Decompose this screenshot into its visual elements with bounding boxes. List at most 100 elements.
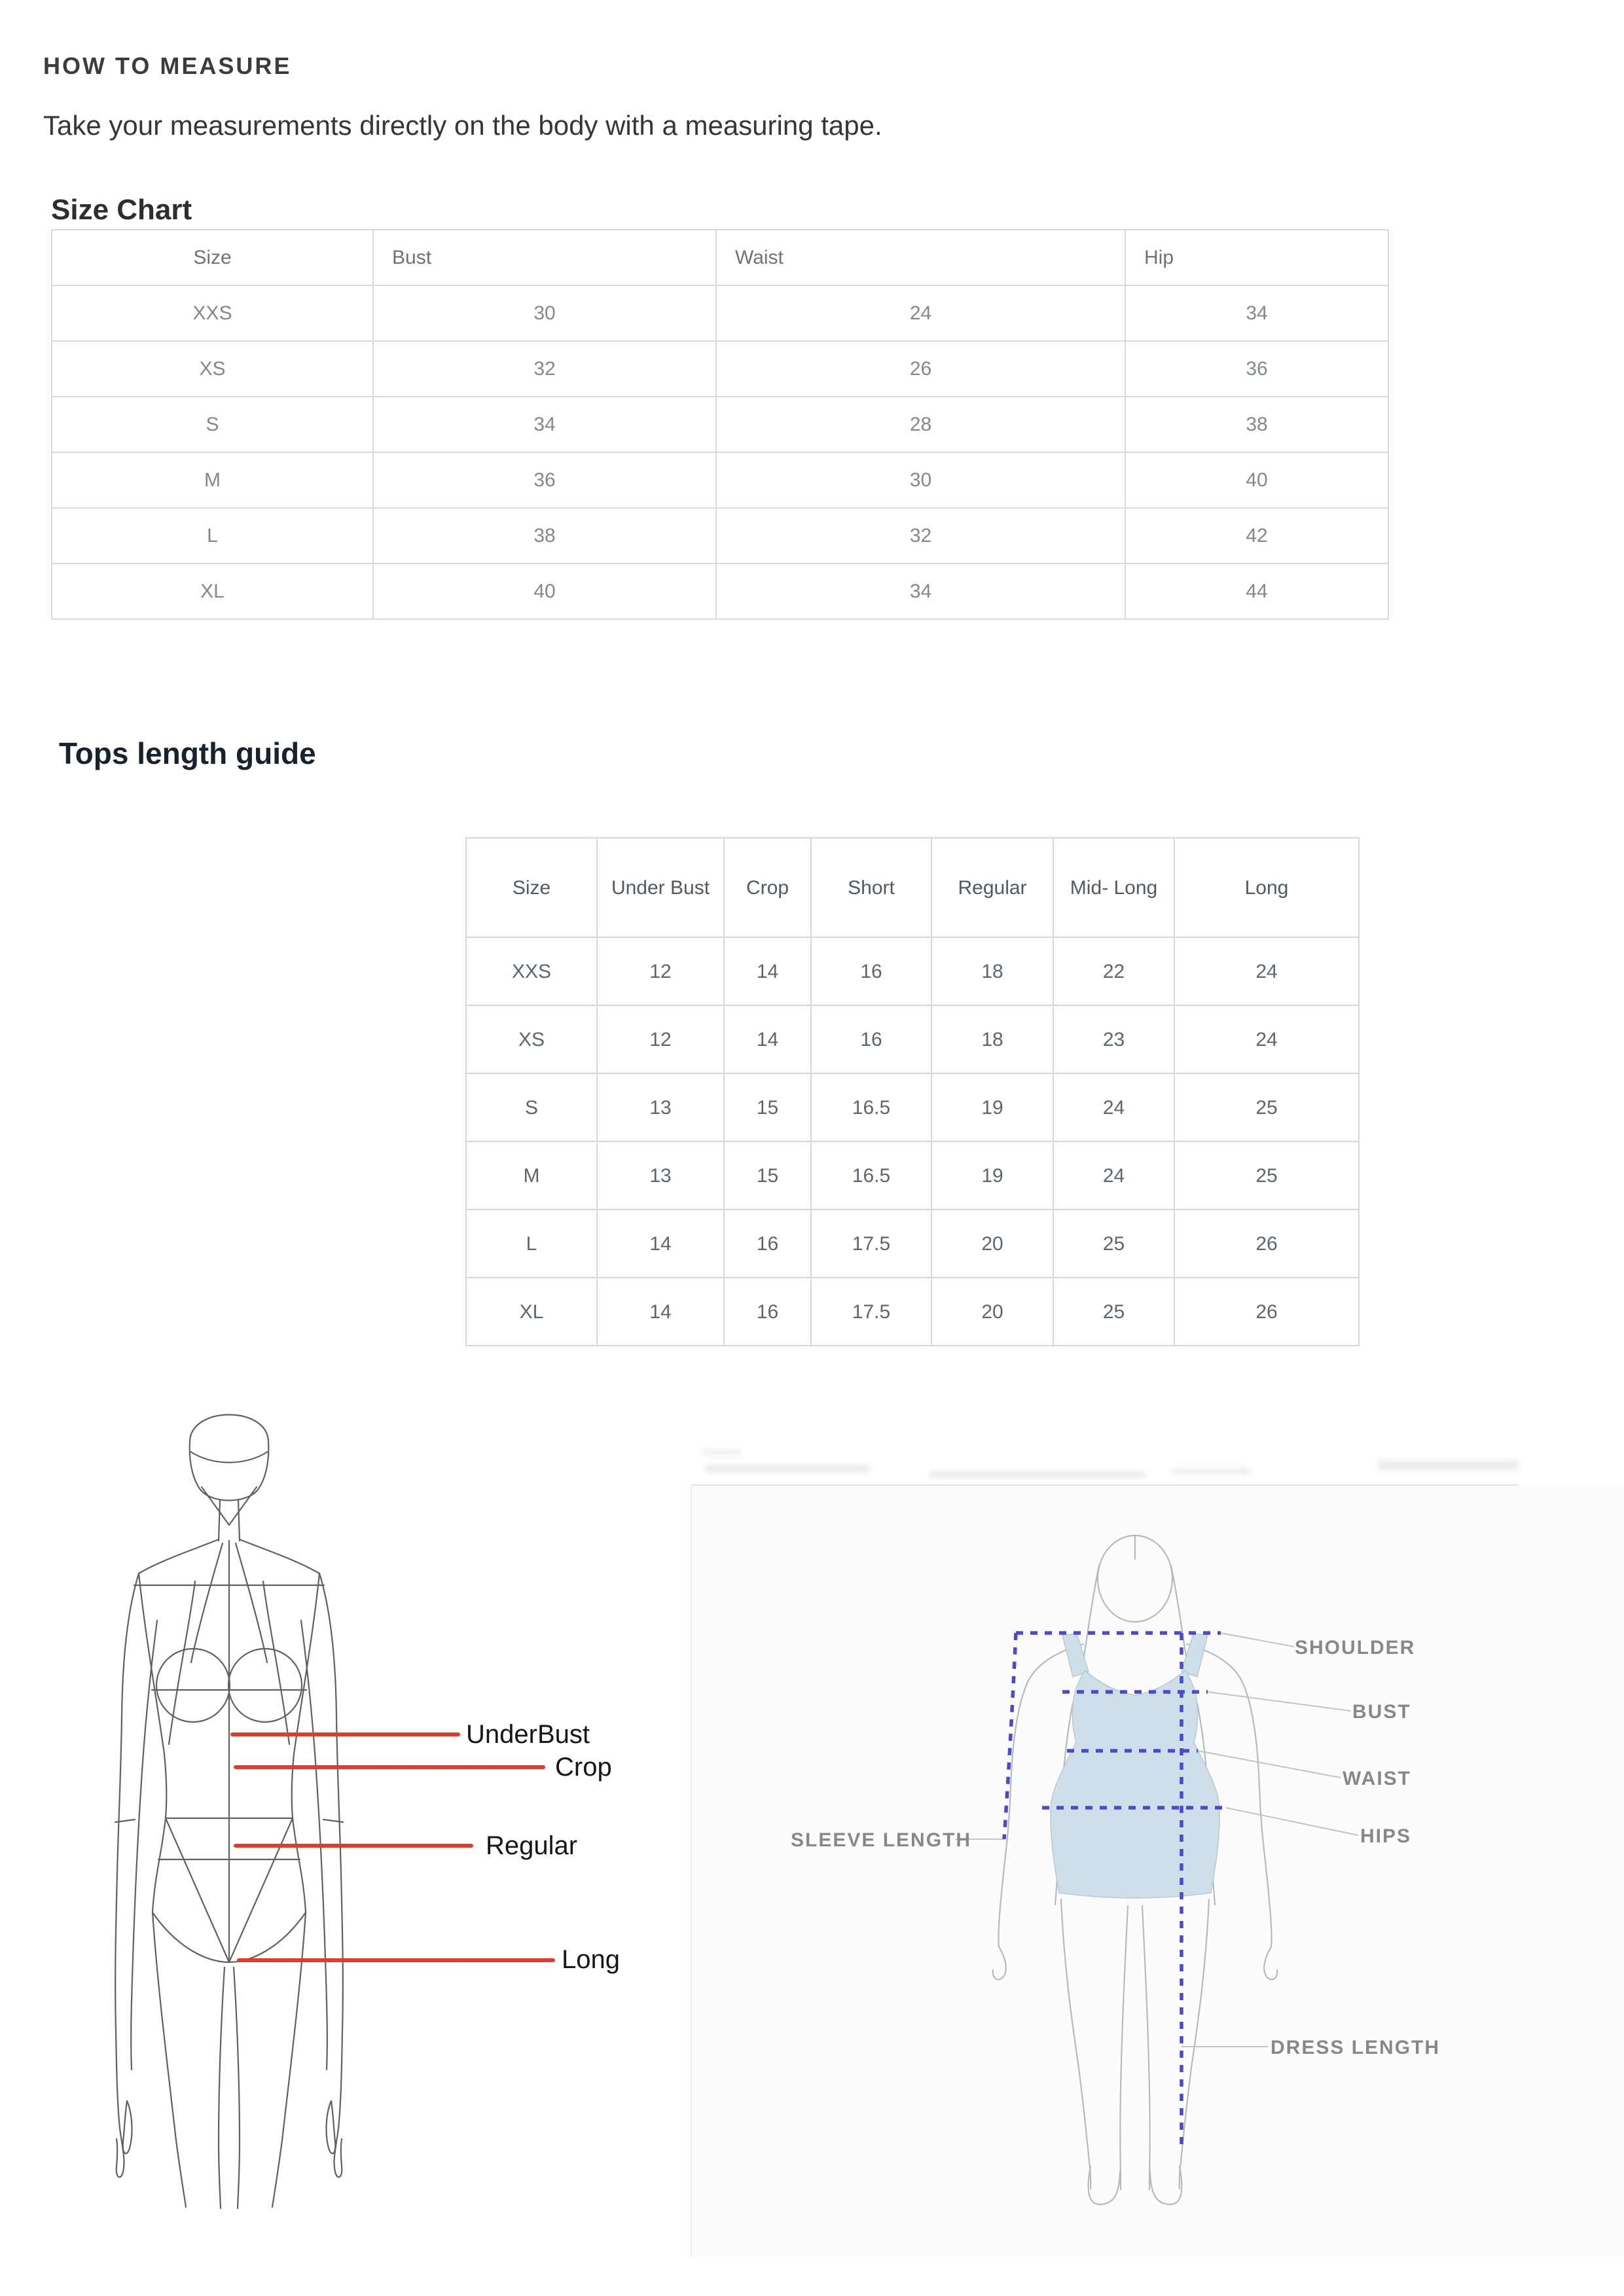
size-chart-heading: Size Chart <box>51 194 192 226</box>
regular-label: Regular <box>486 1831 578 1860</box>
table-header-row: Size Bust Waist Hip <box>51 229 1389 286</box>
cell-short: 17.5 <box>810 1209 932 1278</box>
cell-short: 16 <box>810 937 932 1006</box>
cell-size: XXS <box>51 285 374 342</box>
cell-size: M <box>51 452 374 509</box>
cell-regular: 20 <box>931 1277 1054 1346</box>
cell-bust: 36 <box>372 452 717 509</box>
cell-under-bust: 12 <box>596 937 725 1006</box>
cell-size: XL <box>465 1277 598 1346</box>
cell-mid-long: 22 <box>1053 937 1175 1006</box>
faded-text-artifact <box>1172 1469 1250 1474</box>
dress-shape <box>1050 1633 1220 1899</box>
cell-regular: 18 <box>931 937 1054 1006</box>
leader-lines <box>956 1632 1359 2047</box>
dress-measurement-diagram <box>956 1534 1359 2206</box>
cell-regular: 18 <box>931 1005 1054 1074</box>
cell-size: XS <box>51 340 374 397</box>
hips-label: HIPS <box>1360 1825 1412 1847</box>
col-header-under-bust: Under Bust <box>596 837 725 938</box>
cell-bust: 30 <box>372 285 717 342</box>
cell-under-bust: 13 <box>596 1141 725 1210</box>
cell-regular: 19 <box>931 1073 1054 1142</box>
col-header-bust: Bust <box>372 229 717 286</box>
tops-length-diagram <box>114 1414 555 2210</box>
cell-hip: 42 <box>1125 507 1389 564</box>
cell-bust: 38 <box>372 507 717 564</box>
cell-long: 26 <box>1174 1209 1360 1278</box>
cell-under-bust: 12 <box>596 1005 725 1074</box>
faded-text-artifact <box>702 1449 741 1456</box>
cell-short: 17.5 <box>810 1277 932 1346</box>
panel-left-border <box>691 1484 692 2257</box>
faded-text-artifact <box>929 1471 1146 1478</box>
page-title: HOW TO MEASURE <box>43 52 292 79</box>
body-sketch <box>114 1414 344 2210</box>
cell-mid-long: 25 <box>1053 1277 1175 1346</box>
cell-long: 25 <box>1174 1073 1360 1142</box>
table-row: XXS 12 14 16 18 22 24 <box>465 937 1360 1006</box>
cell-short: 16.5 <box>810 1141 932 1210</box>
col-header-regular: Regular <box>931 837 1054 938</box>
col-header-short: Short <box>810 837 932 938</box>
table-row: M 36 30 40 <box>51 452 1389 509</box>
col-header-waist: Waist <box>715 229 1126 286</box>
figure-sketch <box>992 1534 1278 2206</box>
cell-size: L <box>51 507 374 564</box>
cell-size: S <box>51 396 374 453</box>
table-row: XS 32 26 36 <box>51 340 1389 397</box>
cell-size: XXS <box>465 937 598 1006</box>
cell-short: 16.5 <box>810 1073 932 1142</box>
cell-waist: 26 <box>715 340 1126 397</box>
cell-waist: 30 <box>715 452 1126 509</box>
cell-waist: 34 <box>715 563 1126 620</box>
tops-length-table: Size Under Bust Crop Short Regular Mid- … <box>465 837 1360 1346</box>
cell-long: 24 <box>1174 937 1360 1006</box>
cell-size: XL <box>51 563 374 620</box>
length-marker-lines <box>230 1732 555 1962</box>
cell-size: XS <box>465 1005 598 1074</box>
measurement-dashed-lines <box>1002 1631 1226 2150</box>
cell-mid-long: 24 <box>1053 1073 1175 1142</box>
page-subtitle: Take your measurements directly on the b… <box>43 110 882 141</box>
sleeve-length-dash <box>1002 1632 1018 1840</box>
cell-regular: 19 <box>931 1141 1054 1210</box>
cell-waist: 24 <box>715 285 1126 342</box>
long-label: Long <box>562 1945 620 1974</box>
shoulder-label: SHOULDER <box>1295 1637 1416 1659</box>
table-row: XS 12 14 16 18 23 24 <box>465 1005 1360 1074</box>
cell-hip: 44 <box>1125 563 1389 620</box>
cell-long: 24 <box>1174 1005 1360 1074</box>
table-row: XL 14 16 17.5 20 25 26 <box>465 1277 1360 1346</box>
table-row: S 34 28 38 <box>51 396 1389 453</box>
cell-bust: 32 <box>372 340 717 397</box>
table-header-row: Size Under Bust Crop Short Regular Mid- … <box>465 837 1360 938</box>
cell-crop: 15 <box>723 1073 812 1142</box>
size-chart-table: Size Bust Waist Hip XXS 30 24 34 XS 32 2… <box>51 229 1389 620</box>
cell-short: 16 <box>810 1005 932 1074</box>
cell-bust: 40 <box>372 563 717 620</box>
panel-divider <box>691 1484 1519 1486</box>
cell-long: 25 <box>1174 1141 1360 1210</box>
sleeve-length-label: SLEEVE LENGTH <box>791 1829 972 1851</box>
cell-waist: 32 <box>715 507 1126 564</box>
cell-under-bust: 14 <box>596 1277 725 1346</box>
col-header-size: Size <box>51 229 374 286</box>
table-row: S 13 15 16.5 19 24 25 <box>465 1073 1360 1142</box>
faded-text-artifact <box>706 1465 869 1473</box>
crop-label: Crop <box>555 1753 612 1782</box>
cell-size: L <box>465 1209 598 1278</box>
table-row: XL 40 34 44 <box>51 563 1389 620</box>
cell-hip: 38 <box>1125 396 1389 453</box>
cell-hip: 36 <box>1125 340 1389 397</box>
tops-length-heading: Tops length guide <box>59 736 316 770</box>
dress-length-label: DRESS LENGTH <box>1271 2037 1441 2058</box>
underbust-label: UnderBust <box>466 1720 590 1749</box>
cell-bust: 34 <box>372 396 717 453</box>
bust-label: BUST <box>1352 1701 1411 1723</box>
cell-crop: 16 <box>723 1277 812 1346</box>
cell-mid-long: 24 <box>1053 1141 1175 1210</box>
cell-regular: 20 <box>931 1209 1054 1278</box>
col-header-crop: Crop <box>723 837 812 938</box>
